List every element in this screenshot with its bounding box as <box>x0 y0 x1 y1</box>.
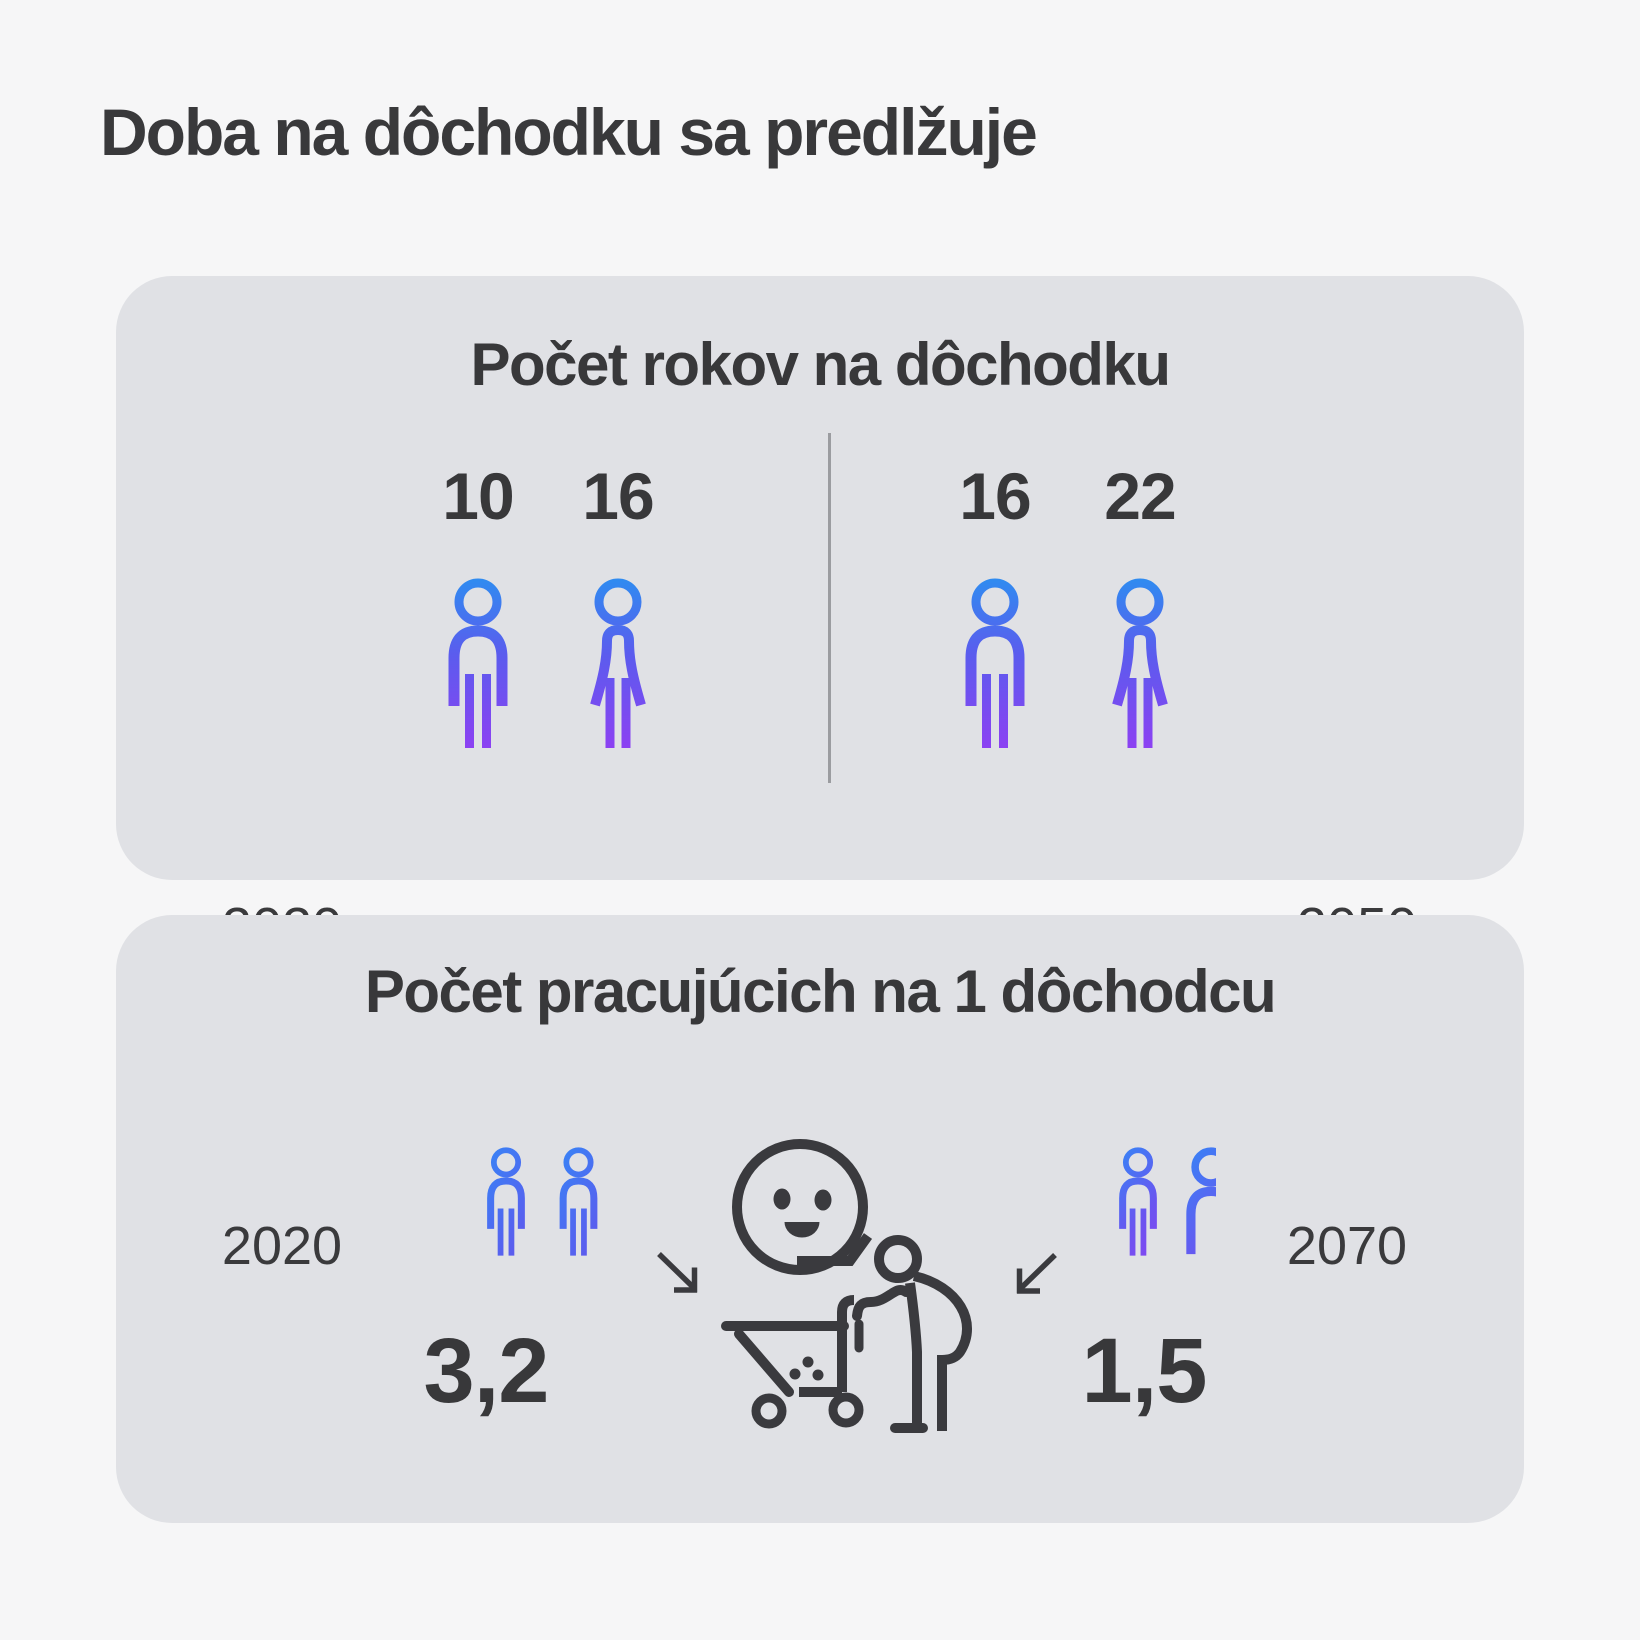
panel-retirement-years: Počet rokov na dôchodku 2020 10 16 16 22… <box>116 276 1524 957</box>
woman-icon <box>587 578 649 748</box>
year-label-2020: 2020 <box>221 1216 343 1276</box>
workers-value-2020: 3,2 <box>423 1320 550 1422</box>
woman-icon <box>1109 578 1171 748</box>
workers-icons-2020 <box>426 1147 626 1283</box>
panel-workers-title: Počet pracujúcich na 1 dôchodcu <box>364 958 1277 1025</box>
workers-value-2070: 1,5 <box>1081 1320 1208 1422</box>
vertical-divider <box>828 433 831 783</box>
page-title: Doba na dôchodku sa predlžuje <box>100 95 1038 169</box>
value-2050-female: 22 <box>1104 459 1176 533</box>
panel-retirement-years-title: Počet rokov na dôchodku <box>470 331 1171 398</box>
arrow-down-left-icon <box>1006 1252 1058 1304</box>
value-2020-female: 16 <box>582 459 654 533</box>
arrow-down-right-icon <box>656 1251 708 1303</box>
panel-workers-per-pensioner: Počet pracujúcich na 1 dôchodcu 2020 3,2 <box>116 915 1524 1523</box>
value-2050-male: 16 <box>959 459 1031 533</box>
value-2020-male: 10 <box>442 459 514 533</box>
year-label-2070: 2070 <box>1286 1216 1408 1276</box>
speech-bubble <box>732 1139 868 1275</box>
pensioner-cart-illustration <box>716 1128 992 1444</box>
workers-icons-2070 <box>1086 1147 1216 1283</box>
man-icon <box>964 578 1026 748</box>
man-icon <box>447 578 509 748</box>
